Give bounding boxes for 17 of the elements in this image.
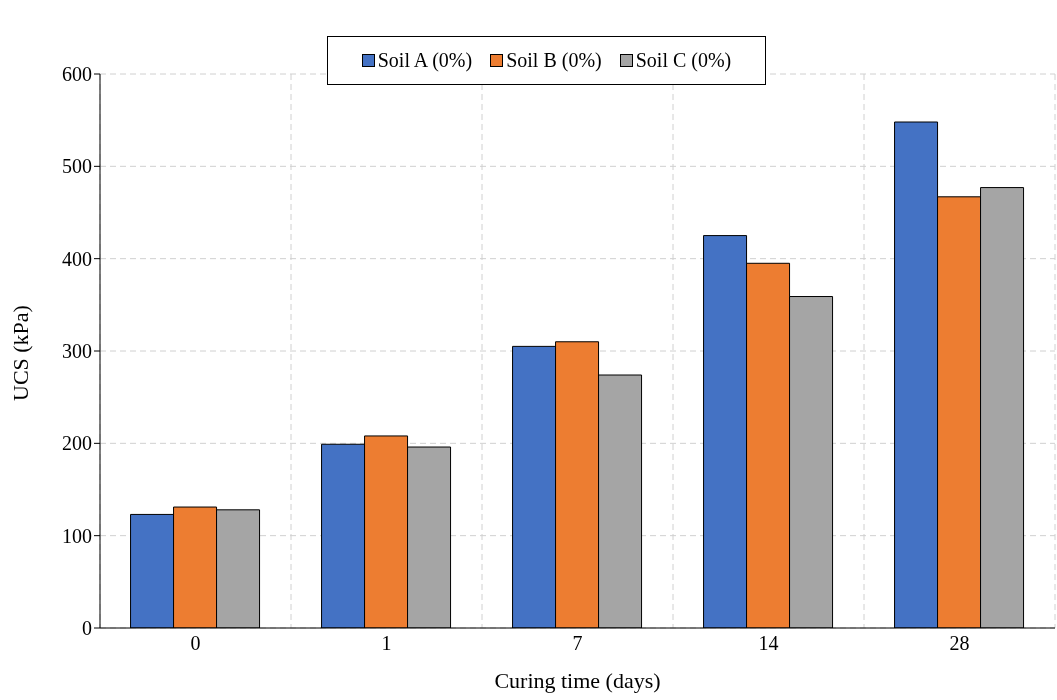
legend-label: Soil A (0%) (376, 49, 473, 72)
x-tick-label: 0 (190, 632, 201, 655)
y-tick-label: 600 (62, 63, 92, 86)
legend-label: Soil C (0%) (634, 49, 732, 72)
x-axis-title: Curing time (days) (494, 668, 661, 693)
x-tick-label: 1 (381, 632, 392, 655)
y-tick-label: 100 (62, 524, 92, 547)
x-tick-label: 14 (758, 632, 779, 655)
y-tick-label: 300 (62, 340, 92, 363)
y-tick-label: 0 (82, 617, 92, 640)
y-tick-label: 500 (62, 155, 92, 178)
y-axis-title: UCS (kPa) (7, 305, 33, 401)
y-tick-label: 200 (62, 432, 92, 455)
x-tick-label: 7 (572, 632, 583, 655)
y-tick-label: 400 (62, 247, 92, 270)
legend-label: Soil B (0%) (505, 49, 602, 72)
x-tick-label: 28 (949, 632, 970, 655)
